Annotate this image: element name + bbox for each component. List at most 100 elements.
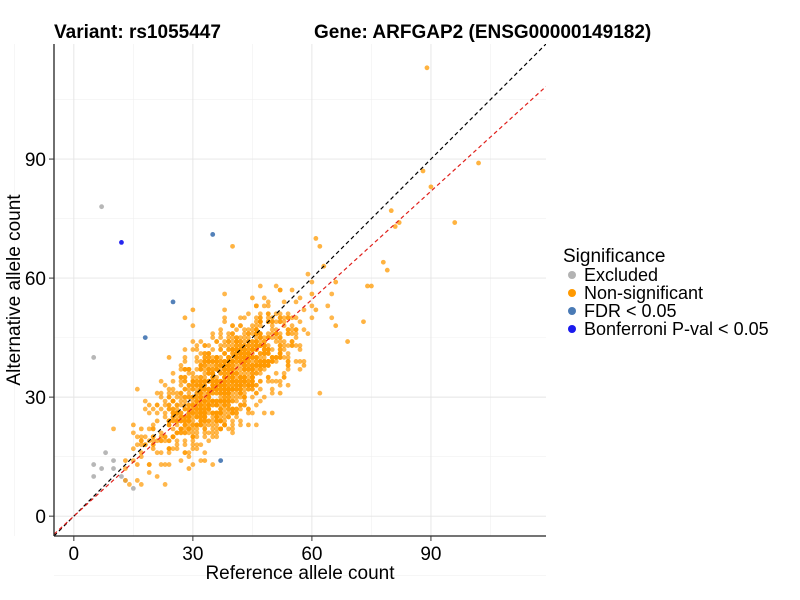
point-non-significant (178, 398, 184, 404)
point-non-significant (174, 402, 180, 408)
point-non-significant (226, 366, 231, 372)
point-non-significant (361, 319, 366, 325)
point-non-significant (206, 355, 212, 360)
point-non-significant (158, 438, 164, 444)
point-non-significant (186, 382, 192, 388)
point-non-significant (234, 414, 239, 420)
point-non-significant (277, 351, 283, 356)
point-excluded (91, 462, 97, 467)
point-non-significant (214, 402, 220, 408)
point-non-significant (277, 331, 283, 337)
point-non-significant (123, 478, 128, 483)
point-non-significant (190, 414, 196, 420)
point-non-significant (174, 394, 180, 400)
point-non-significant (289, 331, 295, 337)
point-non-significant (265, 315, 271, 321)
point-non-significant (230, 382, 235, 388)
point-non-significant (238, 355, 243, 360)
point-non-significant (242, 335, 247, 341)
point-non-significant (198, 351, 204, 356)
point-non-significant (285, 311, 291, 317)
point-non-significant (111, 426, 116, 432)
point-non-significant (265, 303, 271, 309)
point-non-significant (210, 366, 216, 372)
point-non-significant (273, 331, 279, 337)
point-non-significant (158, 378, 164, 384)
point-non-significant (230, 426, 235, 432)
point-non-significant (170, 426, 176, 432)
point-non-significant (293, 327, 299, 333)
point-non-significant (178, 390, 184, 396)
point-non-significant (246, 378, 251, 384)
point-non-significant (142, 398, 148, 404)
point-non-significant (380, 259, 386, 265)
point-non-significant (162, 462, 168, 467)
point-non-significant (158, 430, 164, 436)
point-non-significant (222, 343, 228, 348)
point-non-significant (238, 339, 243, 344)
point-non-significant (186, 370, 192, 376)
point-non-significant (190, 374, 196, 380)
point-non-significant (293, 331, 299, 337)
point-non-significant (230, 430, 235, 436)
point-non-significant (222, 370, 228, 376)
point-non-significant (238, 406, 243, 412)
point-non-significant (230, 398, 235, 404)
point-non-significant (253, 303, 259, 309)
point-non-significant (174, 406, 180, 412)
point-non-significant (222, 390, 228, 396)
point-non-significant (293, 299, 299, 305)
point-non-significant (174, 442, 180, 448)
point-non-significant (277, 347, 283, 352)
point-non-significant (202, 422, 208, 428)
point-non-significant (369, 283, 374, 289)
point-non-significant (242, 366, 247, 372)
point-non-significant (273, 283, 279, 289)
point-non-significant (238, 323, 243, 329)
point-non-significant (162, 402, 168, 408)
point-non-significant (253, 339, 259, 344)
point-non-significant (230, 410, 235, 416)
point-non-significant (329, 315, 335, 321)
point-non-significant (194, 426, 200, 432)
point-non-significant (246, 366, 251, 372)
point-non-significant (273, 339, 279, 344)
point-non-significant (222, 351, 228, 356)
point-non-significant (313, 307, 319, 313)
point-non-significant (198, 422, 204, 428)
point-non-significant (230, 390, 235, 396)
point-non-significant (190, 406, 196, 412)
point-non-significant (182, 418, 188, 424)
point-non-significant (257, 311, 263, 317)
point-non-significant (170, 390, 176, 396)
point-non-significant (222, 386, 228, 392)
point-non-significant (182, 315, 188, 321)
point-non-significant (186, 410, 192, 416)
point-non-significant (230, 335, 235, 341)
point-non-significant (261, 295, 267, 301)
point-non-significant (246, 359, 251, 364)
point-non-significant (238, 422, 243, 428)
point-non-significant (206, 422, 212, 428)
point-non-significant (210, 359, 216, 364)
point-non-significant (226, 414, 231, 420)
point-non-significant (246, 347, 251, 352)
point-non-significant (178, 394, 184, 400)
point-non-significant (242, 362, 247, 368)
point-non-significant (146, 426, 152, 432)
point-non-significant (261, 355, 267, 360)
point-non-significant (206, 359, 212, 364)
point-non-significant (226, 398, 231, 404)
point-non-significant (309, 315, 315, 321)
point-non-significant (190, 442, 196, 448)
point-non-significant (123, 458, 128, 464)
point-non-significant (202, 406, 208, 412)
point-non-significant (142, 406, 148, 412)
point-non-significant (214, 434, 220, 440)
point-non-significant (194, 374, 200, 380)
point-non-significant (234, 347, 239, 352)
point-non-significant (257, 378, 263, 384)
point-non-significant (202, 418, 208, 424)
point-non-significant (202, 374, 208, 380)
point-non-significant (249, 362, 255, 368)
